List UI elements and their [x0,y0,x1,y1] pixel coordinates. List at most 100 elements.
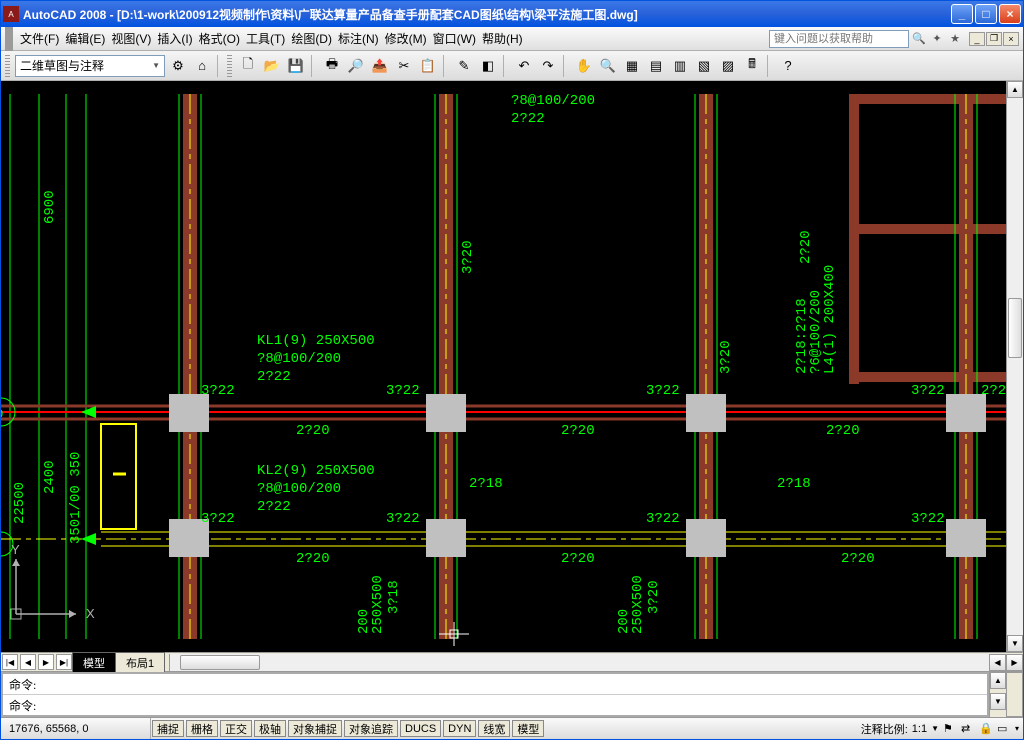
scroll-track-v[interactable] [1007,98,1023,635]
scroll-thumb-h[interactable] [180,655,260,670]
dim-2400: 2400 [42,460,58,494]
t-3-22-1: 3?22 [201,383,235,399]
zoom-icon[interactable]: 🔍 [597,55,619,77]
status-osnap[interactable]: 对象捕捉 [288,720,342,737]
comm-center-icon[interactable]: ✦ [929,31,945,47]
redo-icon[interactable]: ↷ [537,55,559,77]
menu-view[interactable]: 视图(V) [109,28,153,49]
status-lwt[interactable]: 线宽 [478,720,510,737]
help-icon[interactable]: ? [777,55,799,77]
menu-grip[interactable] [5,27,13,51]
preview-icon[interactable]: 🔎 [345,55,367,77]
txt-top2: 2?22 [511,111,545,127]
menu-tools[interactable]: 工具(T) [244,28,287,49]
cut-icon[interactable]: ✂ [393,55,415,77]
menu-draw[interactable]: 绘图(D) [289,28,334,49]
menu-help[interactable]: 帮助(H) [480,28,525,49]
t-250x500-a: 250X500 [370,575,386,634]
t-250x500-b: 250X500 [630,575,646,634]
annoscale-value[interactable]: 1:1 [912,723,927,735]
workspace-settings-icon[interactable]: ⚙ [167,55,189,77]
scroll-thumb-v[interactable] [1008,298,1022,358]
close-button[interactable]: × [999,4,1021,24]
wall-h-top [859,94,1006,104]
status-dyn[interactable]: DYN [443,720,476,737]
txt-2-20-a: 2?20 [798,230,814,264]
col-2b [426,519,466,557]
kl2-sub: ?8@100/200 [257,481,341,497]
dc-icon[interactable]: ▧ [693,55,715,77]
mdi-restore[interactable]: ❐ [986,32,1002,46]
drawing-canvas[interactable]: D 6900 2400 22500 3501/00 350 ?8@100/200… [1,81,1006,652]
qcalc-icon[interactable]: 🖩 [741,55,763,77]
props-icon[interactable]: ▥ [669,55,691,77]
menu-dim[interactable]: 标注(N) [336,28,381,49]
t2-3-22-4: 3?22 [911,511,945,527]
status-model[interactable]: 模型 [512,720,544,737]
menu-insert[interactable]: 插入(I) [155,28,194,49]
tab-model[interactable]: 模型 [72,652,116,673]
ssm-icon[interactable]: ▦ [621,55,643,77]
cmd-scrollbar[interactable]: ▲ ▼ [989,672,1006,717]
toolbar-grip-1[interactable] [5,55,10,77]
menu-file[interactable]: 文件(F) [18,28,61,49]
plot-icon[interactable]: 🖶 [321,55,343,77]
cmd-prompt-1: 命令: [9,676,36,693]
scroll-left-button[interactable]: ◀ [989,654,1006,671]
tab-last[interactable]: ▶| [56,654,72,670]
star-icon[interactable]: ★ [947,31,963,47]
menu-window[interactable]: 窗口(W) [431,28,478,49]
mdi-close[interactable]: × [1003,32,1019,46]
tab-prev[interactable]: ◀ [20,654,36,670]
home-icon[interactable]: ⌂ [191,55,213,77]
tray-icon[interactable]: ▭ [997,722,1011,736]
dim-6900: 6900 [42,190,58,224]
help-input[interactable] [769,30,909,48]
status-snap[interactable]: 捕捉 [152,720,184,737]
status-ortho[interactable]: 正交 [220,720,252,737]
anno-auto-icon[interactable]: ⇄ [961,722,975,736]
markup-icon[interactable]: ▨ [717,55,739,77]
open-icon[interactable]: 📂 [261,55,283,77]
undo-icon[interactable]: ↶ [513,55,535,77]
maximize-button[interactable]: □ [975,4,997,24]
lock-icon[interactable]: 🔒 [979,722,993,736]
title-bar: A AutoCAD 2008 - [D:\1-work\200912视频制作\资… [1,1,1023,27]
new-icon[interactable]: 🗋 [237,55,259,77]
t2-2-20-2: 2?20 [561,551,595,567]
tab-first[interactable]: |◀ [2,654,18,670]
separator [217,55,223,77]
scroll-down-button[interactable]: ▼ [1007,635,1023,652]
menu-modify[interactable]: 修改(M) [383,28,429,49]
save-icon[interactable]: 💾 [285,55,307,77]
mdi-min[interactable]: _ [969,32,985,46]
cmd-scroll-down[interactable]: ▼ [990,693,1006,710]
scroll-up-button[interactable]: ▲ [1007,81,1023,98]
horizontal-scrollbar[interactable] [169,654,989,671]
menu-edit[interactable]: 编辑(E) [63,28,107,49]
menu-format[interactable]: 格式(O) [197,28,242,49]
status-ducs[interactable]: DUCS [400,720,441,737]
tab-next[interactable]: ▶ [38,654,54,670]
t-2-18: 2?18 [469,476,503,492]
scroll-right-button[interactable]: ▶ [1006,654,1023,671]
anno-vis-icon[interactable]: ⚑ [943,722,957,736]
copy-icon[interactable]: 📋 [417,55,439,77]
status-otrack[interactable]: 对象追踪 [344,720,398,737]
status-polar[interactable]: 极轴 [254,720,286,737]
workspace-combo[interactable]: 二维草图与注释 ▼ [15,55,165,77]
toolbar-grip-2[interactable] [227,55,232,77]
tab-layout1[interactable]: 布局1 [115,652,165,673]
pan-icon[interactable]: ✋ [573,55,595,77]
match-icon[interactable]: ✎ [453,55,475,77]
tpal-icon[interactable]: ▤ [645,55,667,77]
status-grid[interactable]: 栅格 [186,720,218,737]
publish-icon[interactable]: 📤 [369,55,391,77]
yellow-box [101,424,136,529]
vertical-scrollbar[interactable]: ▲ ▼ [1006,81,1023,652]
cmd-scroll-up[interactable]: ▲ [990,672,1006,689]
cmd-input-line[interactable]: 命令: [3,695,987,715]
minimize-button[interactable]: _ [951,4,973,24]
block-icon[interactable]: ◧ [477,55,499,77]
search-icon[interactable]: 🔍 [911,31,927,47]
